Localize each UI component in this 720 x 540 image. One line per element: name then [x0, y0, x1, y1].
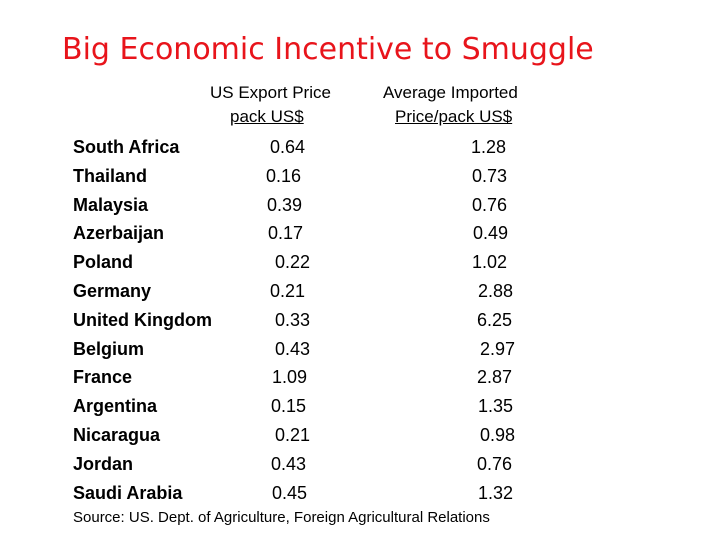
export-price-value: 1.09 — [272, 367, 308, 388]
import-price-value: 1.35 — [478, 396, 514, 417]
page-title: Big Economic Incentive to Smuggle — [62, 32, 594, 67]
export-price-header: US Export Price pack US$ — [210, 81, 331, 129]
country-name: Nicaragua — [73, 424, 161, 445]
table-row: Malaysia 0.39 0.76 — [0, 191, 720, 220]
table-row: Poland 0.22 1.02 — [0, 248, 720, 277]
export-header-line2: pack US$ — [230, 107, 304, 126]
export-price-value: 0.43 — [275, 338, 311, 359]
import-header-line2: Price/pack US$ — [395, 107, 513, 126]
export-price-value: 0.15 — [271, 396, 307, 417]
import-price-header: Average Imported Price/pack US$ — [383, 81, 518, 129]
country-name: United Kingdom — [73, 309, 212, 330]
export-price-value: 0.33 — [275, 309, 311, 330]
table-row: Germany 0.21 2.88 — [0, 277, 720, 306]
export-price-value: 0.43 — [271, 453, 307, 474]
country-name: Malaysia — [73, 194, 149, 215]
export-price-value: 0.17 — [268, 223, 304, 244]
export-header-line1: US Export Price — [210, 83, 331, 102]
import-header-line1: Average Imported — [383, 83, 518, 102]
country-name: Belgium — [73, 338, 145, 359]
table-row: Azerbaijan 0.17 0.49 — [0, 219, 720, 248]
table-row: Nicaragua 0.21 0.98 — [0, 421, 720, 450]
export-price-value: 0.21 — [275, 424, 311, 445]
import-price-value: 2.88 — [478, 280, 514, 301]
export-price-value: 0.21 — [270, 280, 306, 301]
table-row: Jordan 0.43 0.76 — [0, 450, 720, 479]
country-name: Thailand — [73, 165, 148, 186]
import-price-value: 0.73 — [472, 165, 508, 186]
table-row: Thailand 0.16 0.73 — [0, 162, 720, 191]
import-price-value: 2.97 — [480, 338, 516, 359]
table-row: Argentina 0.15 1.35 — [0, 392, 720, 421]
table-row: United Kingdom 0.33 6.25 — [0, 306, 720, 335]
table-row: Belgium 0.43 2.97 — [0, 335, 720, 364]
import-price-value: 0.76 — [477, 453, 513, 474]
import-price-value: 6.25 — [477, 309, 513, 330]
country-name: Jordan — [73, 453, 134, 474]
country-name: Argentina — [73, 396, 158, 417]
country-name: Azerbaijan — [73, 223, 165, 244]
table-row: France 1.09 2.87 — [0, 363, 720, 392]
source-note: Source: US. Dept. of Agriculture, Foreig… — [73, 509, 490, 526]
export-price-value: 0.45 — [272, 482, 308, 503]
import-price-value: 1.02 — [472, 252, 508, 273]
table-row: South Africa 0.64 1.28 — [0, 133, 720, 162]
import-price-value: 1.32 — [478, 482, 514, 503]
export-price-value: 0.39 — [267, 194, 303, 215]
export-price-value: 0.22 — [275, 252, 311, 273]
import-price-value: 0.98 — [480, 424, 516, 445]
export-price-value: 0.64 — [270, 137, 306, 157]
country-name: France — [73, 367, 133, 388]
import-price-value: 0.49 — [473, 223, 509, 244]
import-price-value: 1.28 — [471, 137, 507, 157]
country-name: Poland — [73, 252, 134, 273]
table-row: Saudi Arabia 0.45 1.32 — [0, 479, 720, 508]
country-name: Germany — [73, 280, 152, 301]
import-price-value: 0.76 — [472, 194, 508, 215]
country-name: Saudi Arabia — [73, 482, 183, 503]
import-price-value: 2.87 — [477, 367, 513, 388]
country-name: South Africa — [73, 137, 180, 157]
export-price-value: 0.16 — [266, 165, 302, 186]
price-table: South Africa 0.64 1.28 Thailand 0.16 0.73 Mala… — [0, 133, 720, 507]
